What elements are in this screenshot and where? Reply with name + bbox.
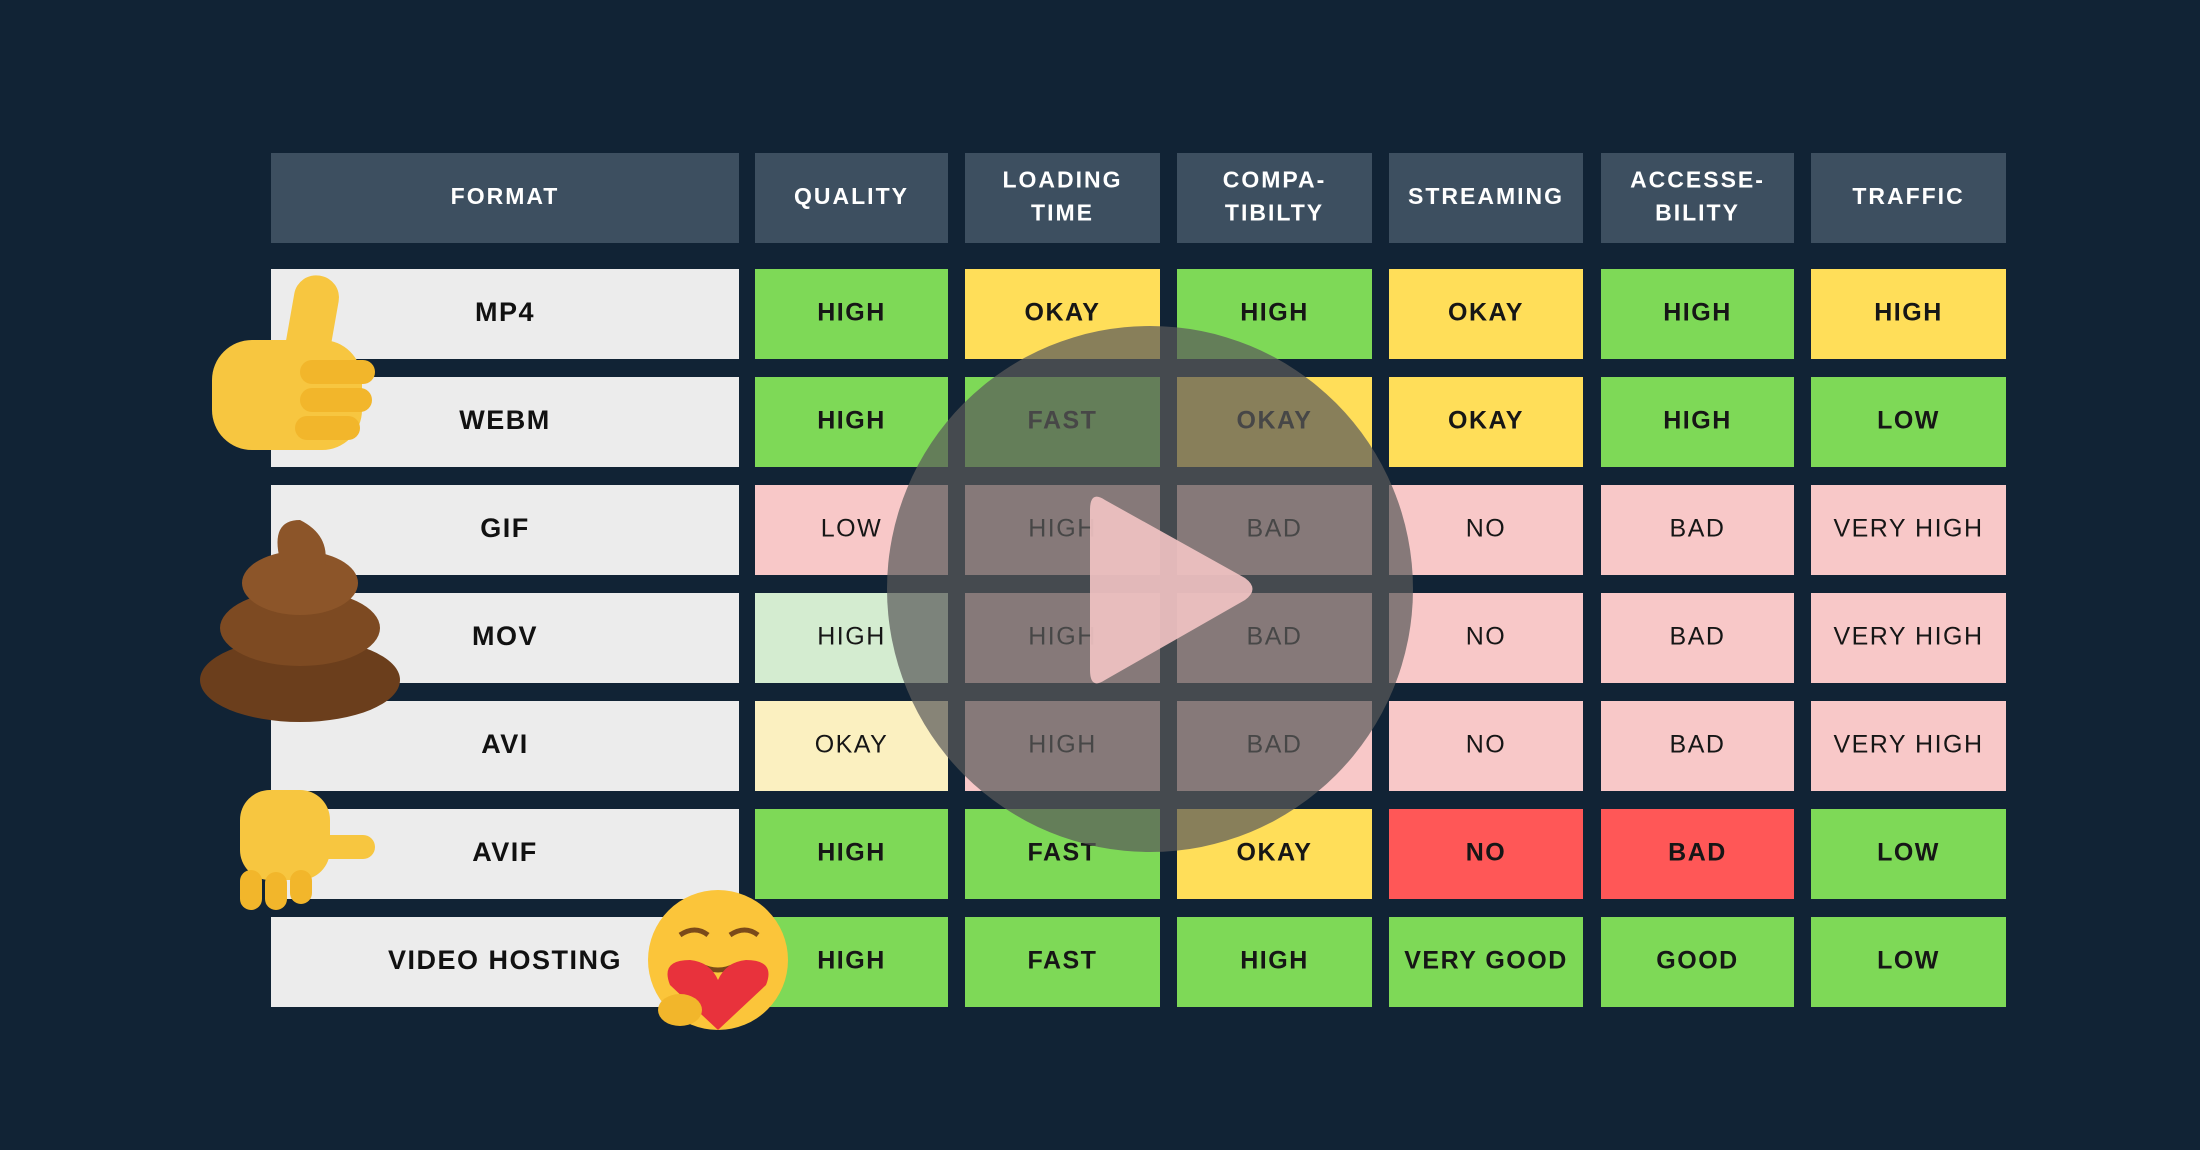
- header-label: TIME: [1031, 200, 1094, 226]
- format-label: GIF: [480, 513, 530, 543]
- rating-label: OKAY: [1025, 299, 1101, 327]
- rating-cell: [1811, 593, 2006, 683]
- rating-cell: [1389, 377, 1583, 467]
- rating-cell: [1601, 485, 1794, 575]
- rating-label: BAD: [1670, 623, 1726, 651]
- rating-cell: [1389, 809, 1583, 899]
- format-label: MP4: [475, 297, 535, 327]
- rating-label: NO: [1466, 839, 1507, 867]
- header-label: TIBILTY: [1225, 200, 1324, 226]
- header-label: ACCESSE-: [1630, 167, 1765, 193]
- format-label: AVIF: [472, 837, 538, 867]
- rating-label: LOW: [1877, 839, 1940, 867]
- rating-label: NO: [1466, 623, 1507, 651]
- rating-label: HIGH: [1663, 299, 1732, 327]
- rating-label: VERY GOOD: [1404, 947, 1568, 975]
- rating-label: HIGH: [817, 623, 886, 651]
- rating-label: VERY HIGH: [1833, 515, 1983, 543]
- rating-cell: [1601, 917, 1794, 1007]
- rating-label: BAD: [1670, 731, 1726, 759]
- rating-label: LOW: [1877, 947, 1940, 975]
- header-label: BILITY: [1655, 200, 1740, 226]
- format-label: VIDEO HOSTING: [388, 945, 622, 975]
- header-label: FORMAT: [451, 183, 560, 209]
- header-label: COMPA-: [1223, 167, 1327, 193]
- rating-label: OKAY: [1237, 839, 1313, 867]
- rating-label: HIGH: [1663, 407, 1732, 435]
- pointing-hand-emoji: [240, 790, 375, 910]
- rating-label: OKAY: [1448, 407, 1524, 435]
- header-label: TRAFFIC: [1852, 183, 1964, 209]
- format-label: MOV: [472, 621, 538, 651]
- rating-cell: [1601, 809, 1794, 899]
- rating-label: BAD: [1670, 515, 1726, 543]
- rating-cell: [1177, 917, 1372, 1007]
- poop-emoji: [200, 520, 400, 722]
- rating-label: BAD: [1668, 839, 1727, 867]
- rating-label: FAST: [1028, 947, 1098, 975]
- format-cell: [271, 485, 739, 575]
- rating-label: LOW: [821, 515, 882, 543]
- rating-label: VERY HIGH: [1833, 623, 1983, 651]
- rating-cell: [1601, 377, 1794, 467]
- rating-cell: [1601, 701, 1794, 791]
- rating-label: HIGH: [817, 299, 886, 327]
- rating-cell: [1811, 485, 2006, 575]
- play-icon[interactable]: [1090, 496, 1253, 684]
- rating-label: HIGH: [1240, 947, 1309, 975]
- rating-label: VERY HIGH: [1833, 731, 1983, 759]
- header-label: QUALITY: [794, 183, 909, 209]
- rating-cell: [755, 701, 948, 791]
- rating-cell: [1811, 809, 2006, 899]
- rating-label: NO: [1466, 515, 1507, 543]
- rating-cell: [1389, 593, 1583, 683]
- rating-cell: [1601, 269, 1794, 359]
- rating-label: HIGH: [817, 407, 886, 435]
- rating-cell: [965, 917, 1160, 1007]
- header-cell: [755, 153, 948, 243]
- rating-cell: [755, 269, 948, 359]
- rating-cell: [1811, 269, 2006, 359]
- rating-cell: [755, 377, 948, 467]
- format-label: WEBM: [459, 405, 550, 435]
- rating-cell: [1389, 269, 1583, 359]
- rating-label: HIGH: [1240, 299, 1309, 327]
- rating-cell: [1389, 485, 1583, 575]
- rating-label: HIGH: [817, 839, 886, 867]
- rating-cell: [1811, 377, 2006, 467]
- rating-label: LOW: [1877, 407, 1940, 435]
- header-label: LOADING: [1002, 167, 1122, 193]
- format-label: AVI: [481, 729, 529, 759]
- rating-label: GOOD: [1656, 947, 1738, 975]
- rating-label: HIGH: [1874, 299, 1943, 327]
- rating-label: OKAY: [1448, 299, 1524, 327]
- header-cell: [965, 153, 1160, 243]
- rating-cell: [755, 809, 948, 899]
- header-cell: [271, 153, 739, 243]
- thumbs-up-emoji: [212, 275, 375, 450]
- header-cell: [1389, 153, 1583, 243]
- format-cell: [271, 269, 739, 359]
- rating-cell: [1389, 701, 1583, 791]
- header-cell: [1811, 153, 2006, 243]
- rating-cell: [1389, 917, 1583, 1007]
- rating-cell: [1601, 593, 1794, 683]
- header-cell: [1601, 153, 1794, 243]
- rating-label: HIGH: [817, 947, 886, 975]
- header-label: STREAMING: [1408, 183, 1564, 209]
- rating-label: NO: [1466, 731, 1507, 759]
- rating-label: OKAY: [815, 731, 889, 759]
- header-cell: [1177, 153, 1372, 243]
- rating-cell: [1811, 701, 2006, 791]
- hugging-heart-emoji: [648, 890, 788, 1030]
- comparison-table: FORMAT QUALITY LOADING TIME COMPA- TIBILTY STR…: [271, 153, 2006, 1007]
- video-play-overlay[interactable]: [887, 326, 1413, 852]
- rating-cell: [1811, 917, 2006, 1007]
